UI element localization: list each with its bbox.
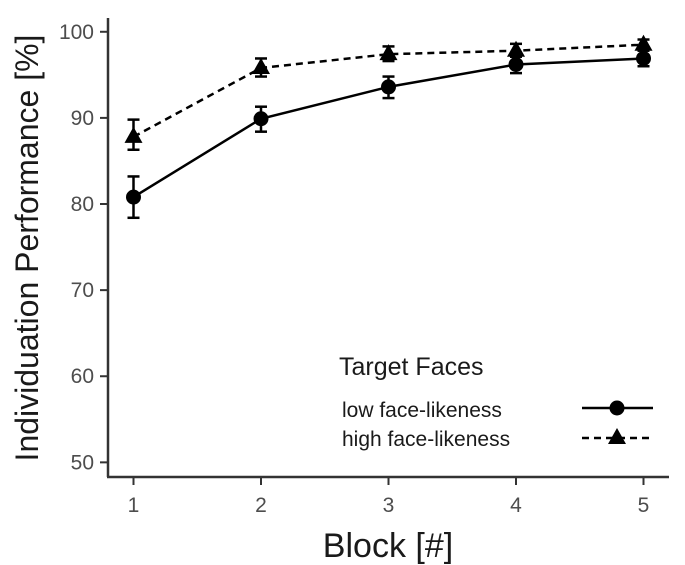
legend-title: Target Faces xyxy=(339,353,484,381)
series-low-face-likeness xyxy=(126,49,651,220)
x-tick-label: 4 xyxy=(510,494,522,517)
data-point xyxy=(508,57,524,73)
x-tick-label: 2 xyxy=(255,494,267,517)
tick-labels: 50 60 70 80 90 100 1 2 3 4 5 xyxy=(59,21,649,517)
y-tick-label: 90 xyxy=(71,107,94,130)
data-point xyxy=(124,126,143,143)
y-tick-label: 80 xyxy=(71,193,94,216)
x-tick-label: 5 xyxy=(638,494,650,517)
data-point xyxy=(636,50,651,66)
ticks xyxy=(100,30,645,485)
y-tick-label: 50 xyxy=(71,451,94,474)
data-point xyxy=(379,44,398,61)
data-point xyxy=(253,111,269,127)
y-axis-title: Individuation Performance [%] xyxy=(9,35,45,462)
x-tick-label: 3 xyxy=(383,494,395,517)
y-tick-label: 70 xyxy=(71,279,94,302)
data-point xyxy=(252,57,270,74)
legend-marker-circle xyxy=(609,400,625,416)
series-high-face-likeness xyxy=(124,34,653,152)
y-tick-label: 100 xyxy=(59,21,94,44)
x-axis-title: Block [#] xyxy=(323,527,453,565)
legend-label-low-face-likeness: low face-likeness xyxy=(342,399,502,422)
data-point xyxy=(634,34,653,51)
legend: Target Faces low face-likeness high face… xyxy=(339,353,653,451)
legend-marker-triangle xyxy=(608,428,626,444)
y-tick-label: 60 xyxy=(71,365,94,388)
x-tick-label: 1 xyxy=(128,494,140,517)
data-point xyxy=(381,79,396,95)
series-line-high-face-likeness xyxy=(132,43,644,138)
series-layer xyxy=(124,34,653,220)
data-point xyxy=(126,189,141,205)
legend-label-high-face-likeness: high face-likeness xyxy=(342,428,510,451)
data-point xyxy=(507,40,525,57)
